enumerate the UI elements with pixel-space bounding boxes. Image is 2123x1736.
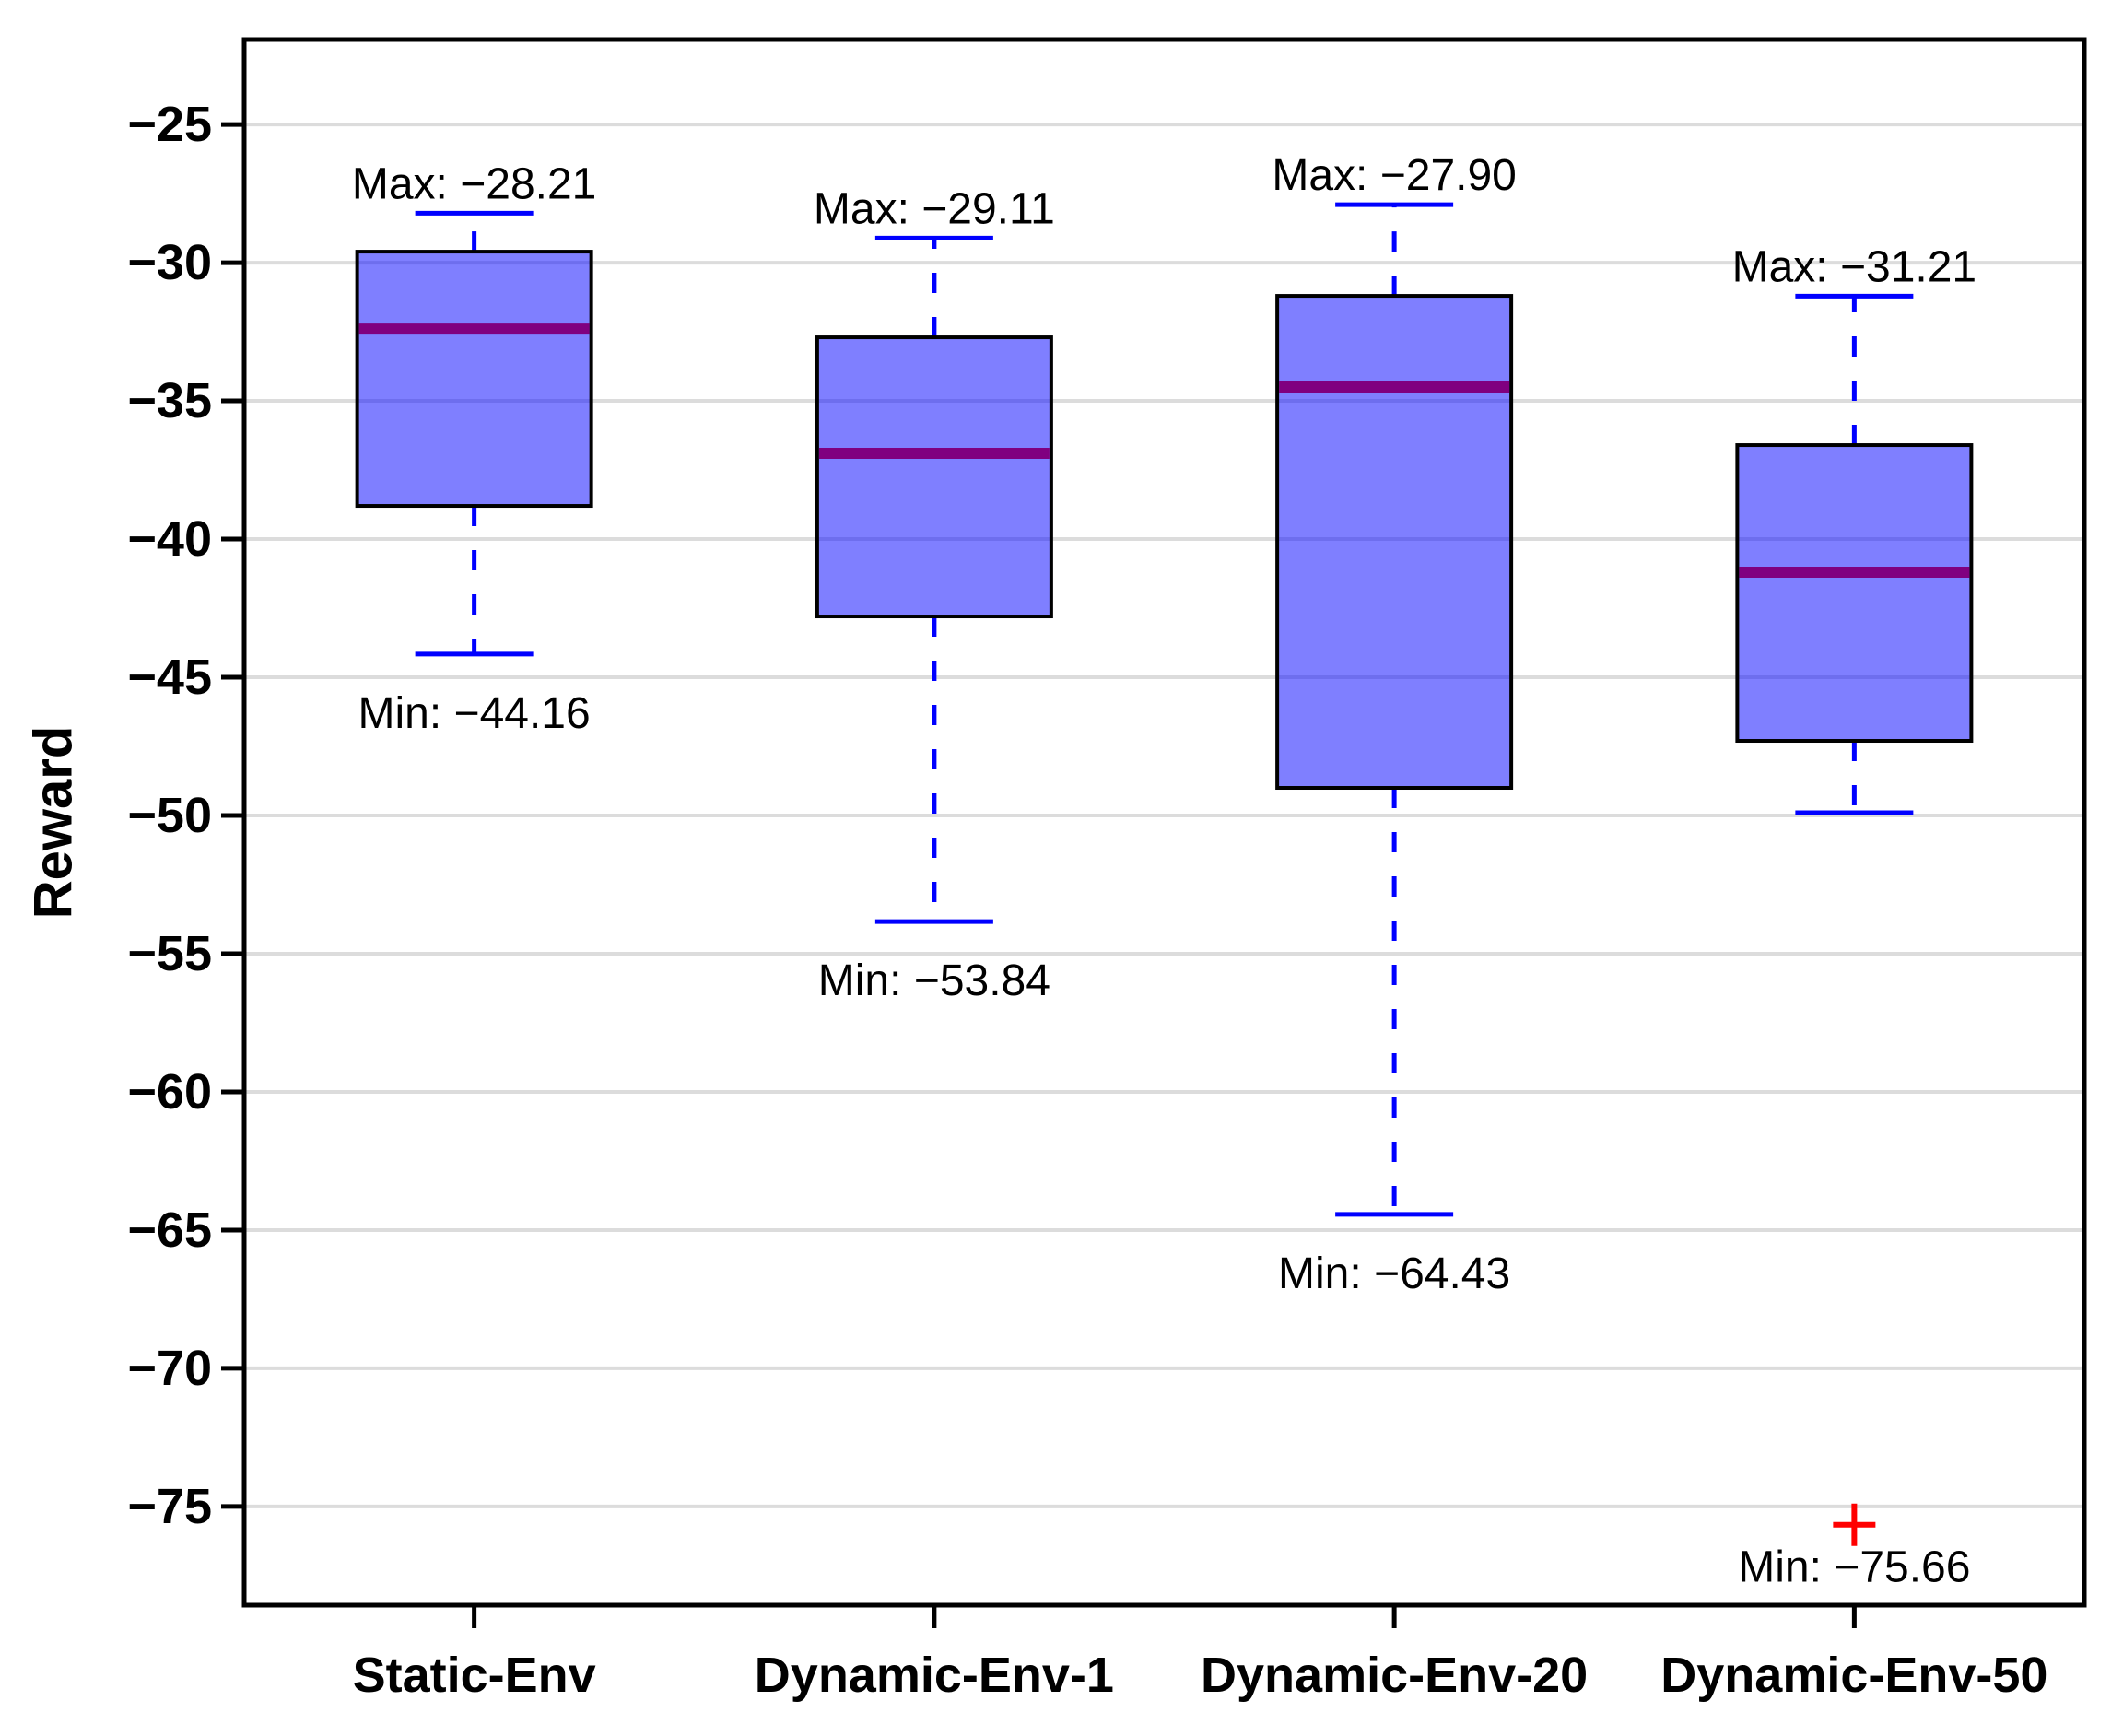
iqr-box xyxy=(1735,443,1974,744)
outlier-marker xyxy=(1833,1503,1876,1546)
x-tick-label: Dynamic-Env-20 xyxy=(1201,1648,1588,1703)
y-tick-label: −30 xyxy=(127,235,212,290)
y-tick-label: −45 xyxy=(127,650,212,705)
y-axis: −25 −30 −35 −40 −45 −50 −55 −60 −65 −70 −75 xyxy=(127,97,244,1534)
iqr-box xyxy=(355,250,593,509)
min-annotation: Min: −64.43 xyxy=(1278,1249,1510,1298)
min-annotation: Min: −44.16 xyxy=(358,689,591,738)
max-annotation: Max: −28.21 xyxy=(352,159,597,208)
y-tick-label: −50 xyxy=(127,788,212,843)
box-group-dynamic-env-50: Max: −31.21 Min: −75.66 xyxy=(1732,242,1977,1591)
x-tick-label: Dynamic-Env-1 xyxy=(755,1648,1114,1703)
y-tick-label: −55 xyxy=(127,926,212,981)
y-tick-label: −25 xyxy=(127,97,212,152)
y-tick-label: −35 xyxy=(127,373,212,428)
iqr-box xyxy=(1275,294,1514,791)
axes-frame xyxy=(241,37,2087,1608)
y-axis-label: Reward xyxy=(24,726,84,920)
box-group-dynamic-env-1: Max: −29.11 Min: −53.84 xyxy=(814,184,1055,1005)
y-tick-label: −70 xyxy=(127,1341,212,1396)
max-annotation: Max: −27.90 xyxy=(1272,151,1517,200)
box-group-dynamic-env-20: Max: −27.90 Min: −64.43 xyxy=(1272,151,1517,1298)
iqr-box xyxy=(815,335,1053,619)
box-group-static-env: Max: −28.21 Min: −44.16 xyxy=(352,159,597,737)
y-tick-label: −65 xyxy=(127,1202,212,1258)
min-annotation: Min: −53.84 xyxy=(818,956,1050,1005)
x-tick-label: Dynamic-Env-50 xyxy=(1660,1648,2047,1703)
x-axis: Static-Env Dynamic-Env-1 Dynamic-Env-20 Dyn… xyxy=(353,1605,2047,1703)
max-annotation: Max: −29.11 xyxy=(814,184,1055,233)
min-annotation: Min: −75.66 xyxy=(1738,1543,1970,1592)
y-tick-label: −60 xyxy=(127,1064,212,1120)
x-tick-label: Static-Env xyxy=(353,1648,596,1703)
y-tick-label: −75 xyxy=(127,1479,212,1534)
y-tick-label: −40 xyxy=(127,511,212,567)
max-annotation: Max: −31.21 xyxy=(1732,242,1977,291)
